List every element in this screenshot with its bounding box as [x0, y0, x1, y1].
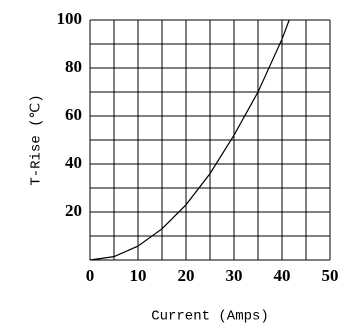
x-tick-label: 0: [86, 266, 95, 285]
x-axis-title: Current (Amps): [151, 309, 269, 325]
y-axis-title: T-Rise (℃): [29, 94, 45, 185]
x-tick-label: 40: [274, 266, 291, 285]
y-tick-label: 80: [65, 57, 82, 76]
x-tick-label: 10: [130, 266, 147, 285]
y-tick-label: 60: [65, 105, 82, 124]
y-tick-label: 100: [57, 9, 83, 28]
x-tick-label: 20: [178, 266, 195, 285]
x-tick-label: 50: [322, 266, 339, 285]
y-tick-label: 40: [65, 153, 82, 172]
y-tick-label: 20: [65, 201, 82, 220]
x-tick-label: 30: [226, 266, 243, 285]
line: [89, 19, 290, 261]
